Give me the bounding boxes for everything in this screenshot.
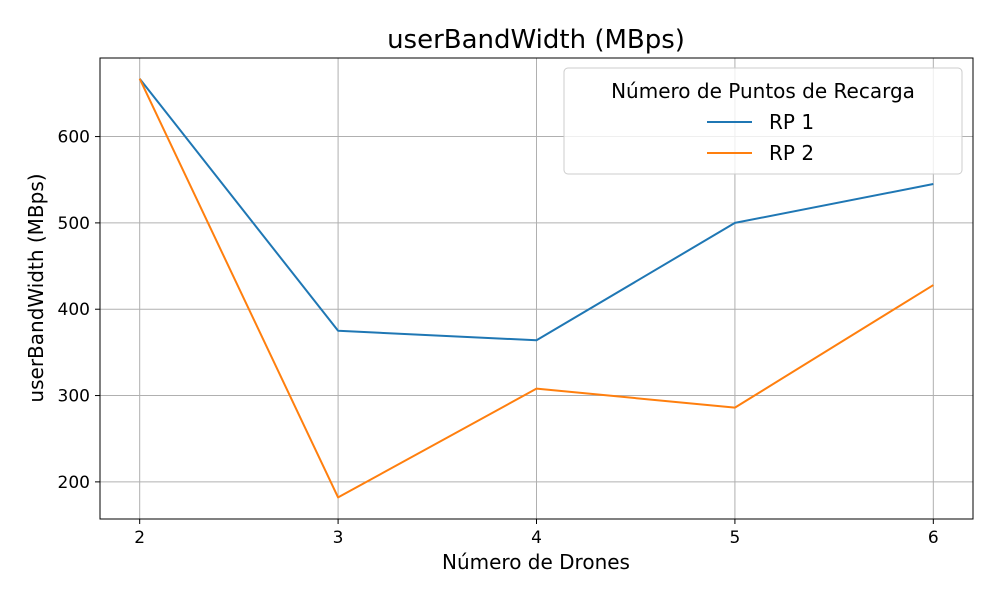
y-tick-label: 400 [58,300,90,320]
x-tick-label: 4 [531,528,542,548]
y-tick-label: 600 [58,128,90,148]
series-line-1 [138,78,934,342]
x-tick-label: 2 [134,528,145,548]
legend-title: Número de Puntos de Recarga [611,79,915,103]
y-axis-ticks: 200 300 400 500 600 [58,128,100,493]
y-tick-label: 300 [58,387,90,407]
chart-title: userBandWidth (MBps) [387,25,685,55]
x-axis-ticks: 2 3 4 5 6 [134,519,939,548]
legend-label-1: RP 1 [769,110,814,134]
x-tick-label: 3 [333,528,344,548]
x-tick-label: 5 [729,528,740,548]
legend-box [563,67,963,175]
legend: Número de Puntos de Recarga RP 1 RP 2 [563,67,963,175]
y-axis-label: userBandWidth (MBps) [24,173,48,402]
series-lines [138,78,934,499]
legend-label-2: RP 2 [769,141,814,165]
x-tick-label: 6 [928,528,939,548]
x-axis-label: Número de Drones [442,550,630,574]
y-tick-label: 200 [58,473,90,493]
series-line-2 [138,78,934,499]
y-tick-label: 500 [58,214,90,234]
legend-entries: RP 1 RP 2 [707,110,814,165]
